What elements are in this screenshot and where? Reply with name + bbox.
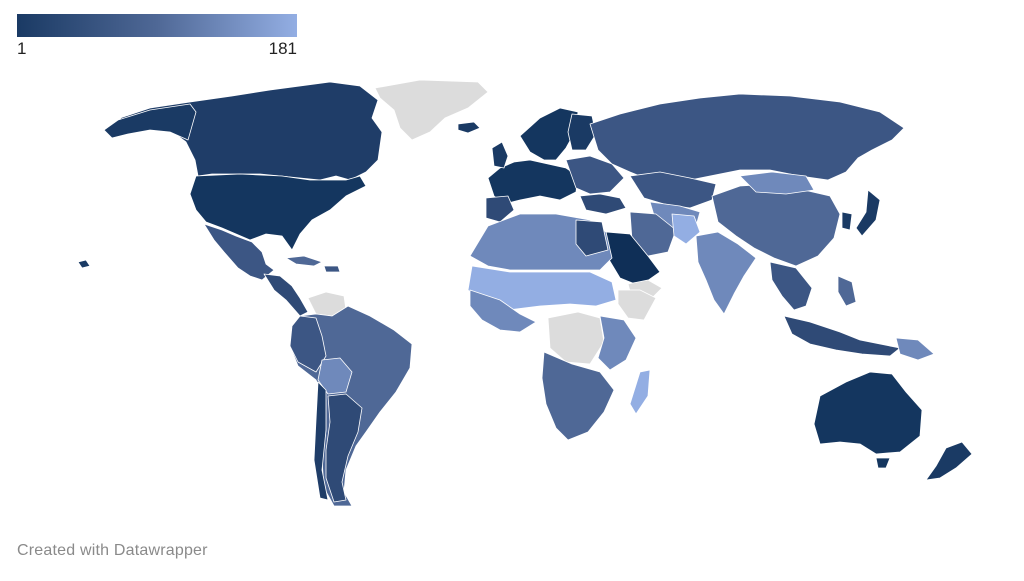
legend-gradient-bar	[17, 14, 297, 37]
region-cuba	[285, 255, 323, 267]
region-japan	[855, 189, 881, 237]
region-bolivia	[317, 357, 353, 395]
region-alaska	[103, 103, 197, 141]
region-peru	[289, 315, 327, 373]
region-east-africa	[597, 315, 637, 371]
region-turkey	[579, 193, 627, 215]
region-eastern-europe	[565, 155, 625, 195]
region-southeast-asia	[769, 261, 813, 311]
region-argentina	[325, 393, 363, 503]
legend-max-label: 181	[268, 39, 297, 58]
region-india	[695, 231, 757, 315]
region-horn-of-africa	[617, 289, 657, 321]
region-chile	[313, 381, 329, 501]
region-kazakhstan	[629, 171, 717, 209]
legend-min-label: 1	[17, 39, 27, 58]
region-southern-africa	[541, 351, 615, 441]
region-russia	[589, 93, 905, 185]
region-australia	[813, 371, 923, 455]
region-central-america	[263, 273, 309, 317]
region-korea	[841, 211, 853, 231]
region-madagascar	[629, 369, 651, 415]
region-usa	[189, 173, 367, 251]
region-west-africa	[469, 289, 537, 333]
region-mongolia	[739, 171, 815, 195]
legend-labels: 1 181	[17, 37, 297, 58]
region-new-zealand	[925, 441, 973, 481]
region-afghanistan	[671, 213, 701, 245]
datawrapper-credit[interactable]: Created with Datawrapper	[17, 542, 208, 559]
region-uk	[491, 141, 509, 169]
region-hawaii	[77, 259, 91, 269]
region-tasmania	[875, 457, 891, 469]
region-central-africa	[547, 311, 605, 365]
region-iberia	[485, 195, 515, 223]
region-hispaniola	[323, 265, 341, 273]
region-finland	[567, 113, 597, 151]
region-papua	[895, 337, 935, 361]
color-legend: 1 181	[17, 14, 297, 58]
region-indonesia	[783, 315, 901, 357]
region-egypt	[575, 219, 609, 257]
region-saudi-arabia	[605, 231, 661, 287]
region-mexico	[203, 223, 275, 281]
region-philippines	[837, 275, 857, 307]
region-greenland	[374, 79, 489, 141]
region-iceland	[457, 121, 481, 134]
